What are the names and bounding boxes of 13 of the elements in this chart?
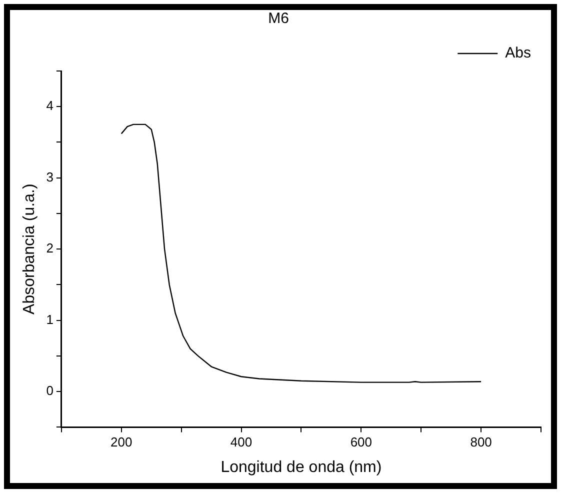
x-axis-title: Longitud de onda (nm) [220, 458, 382, 476]
chart-title: M6 [268, 10, 289, 28]
x-tick-label: 800 [470, 434, 492, 450]
x-tick-label: 200 [110, 434, 132, 450]
y-tick-label: 1 [46, 312, 54, 327]
x-tick-label: 400 [230, 434, 252, 450]
y-tick-label: 0 [46, 383, 54, 398]
y-tick-label: 2 [46, 240, 54, 256]
x-tick-label: 600 [350, 434, 372, 450]
y-axis-title: Absorbancia (u.a.) [21, 184, 38, 314]
y-tick-label: 4 [46, 98, 54, 114]
legend-label: Abs [505, 44, 532, 62]
y-tick-label: 3 [46, 169, 54, 184]
